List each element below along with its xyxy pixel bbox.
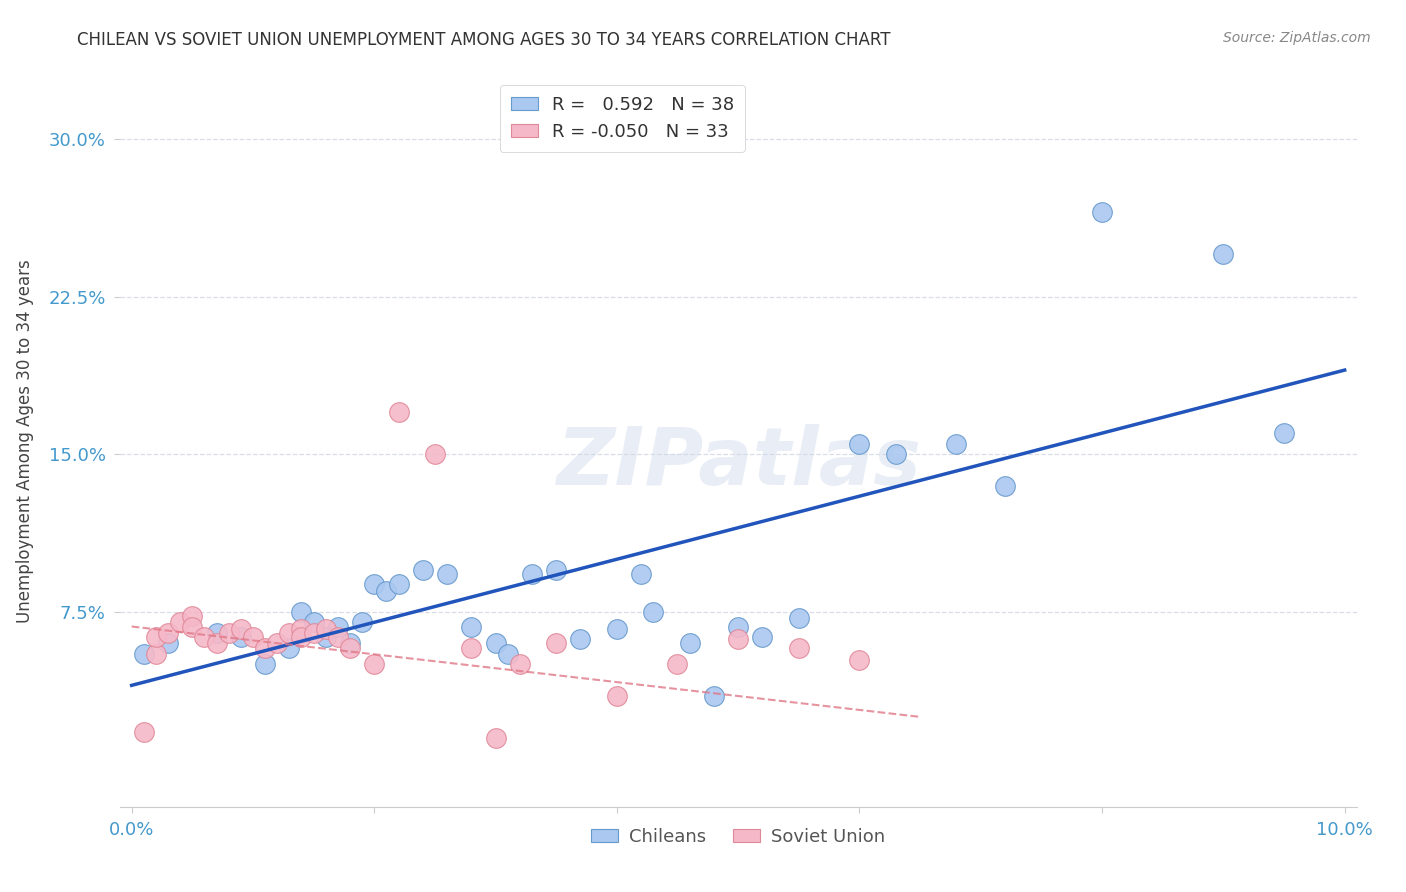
- Text: Source: ZipAtlas.com: Source: ZipAtlas.com: [1223, 31, 1371, 45]
- Point: [339, 636, 361, 650]
- Point: [387, 577, 409, 591]
- Point: [266, 636, 288, 650]
- Point: [848, 436, 870, 450]
- Point: [884, 447, 907, 461]
- Point: [290, 622, 312, 636]
- Point: [181, 619, 204, 633]
- Point: [630, 566, 652, 581]
- Point: [242, 630, 264, 644]
- Point: [787, 640, 810, 655]
- Point: [484, 636, 506, 650]
- Point: [290, 605, 312, 619]
- Point: [460, 619, 482, 633]
- Point: [375, 583, 398, 598]
- Point: [254, 657, 277, 672]
- Point: [145, 630, 167, 644]
- Y-axis label: Unemployment Among Ages 30 to 34 years: Unemployment Among Ages 30 to 34 years: [17, 260, 34, 624]
- Point: [352, 615, 374, 630]
- Point: [727, 632, 749, 646]
- Point: [606, 689, 628, 703]
- Point: [460, 640, 482, 655]
- Point: [326, 630, 349, 644]
- Point: [326, 619, 349, 633]
- Point: [848, 653, 870, 667]
- Point: [436, 566, 458, 581]
- Point: [339, 640, 361, 655]
- Point: [678, 636, 700, 650]
- Point: [1212, 247, 1234, 261]
- Point: [181, 609, 204, 624]
- Point: [229, 630, 252, 644]
- Point: [787, 611, 810, 625]
- Point: [132, 724, 155, 739]
- Point: [546, 563, 568, 577]
- Point: [412, 563, 434, 577]
- Point: [157, 636, 180, 650]
- Point: [278, 625, 301, 640]
- Point: [205, 636, 228, 650]
- Point: [703, 689, 725, 703]
- Point: [1272, 426, 1295, 441]
- Text: ZIPatlas: ZIPatlas: [555, 425, 921, 502]
- Point: [509, 657, 531, 672]
- Point: [145, 647, 167, 661]
- Point: [157, 625, 180, 640]
- Point: [423, 447, 446, 461]
- Text: CHILEAN VS SOVIET UNION UNEMPLOYMENT AMONG AGES 30 TO 34 YEARS CORRELATION CHART: CHILEAN VS SOVIET UNION UNEMPLOYMENT AMO…: [77, 31, 891, 49]
- Point: [254, 640, 277, 655]
- Point: [315, 622, 337, 636]
- Point: [290, 630, 312, 644]
- Point: [484, 731, 506, 745]
- Point: [229, 622, 252, 636]
- Point: [363, 657, 385, 672]
- Point: [569, 632, 592, 646]
- Point: [1091, 205, 1114, 219]
- Point: [666, 657, 689, 672]
- Point: [302, 615, 325, 630]
- Point: [520, 566, 543, 581]
- Point: [205, 625, 228, 640]
- Point: [315, 630, 337, 644]
- Point: [727, 619, 749, 633]
- Point: [994, 478, 1017, 492]
- Point: [302, 625, 325, 640]
- Point: [606, 622, 628, 636]
- Point: [546, 636, 568, 650]
- Point: [751, 630, 773, 644]
- Point: [218, 625, 240, 640]
- Point: [387, 405, 409, 419]
- Point: [945, 436, 967, 450]
- Point: [169, 615, 191, 630]
- Point: [193, 630, 215, 644]
- Point: [278, 640, 301, 655]
- Point: [363, 577, 385, 591]
- Point: [496, 647, 519, 661]
- Point: [132, 647, 155, 661]
- Legend: Chileans, Soviet Union: Chileans, Soviet Union: [583, 821, 893, 853]
- Point: [643, 605, 665, 619]
